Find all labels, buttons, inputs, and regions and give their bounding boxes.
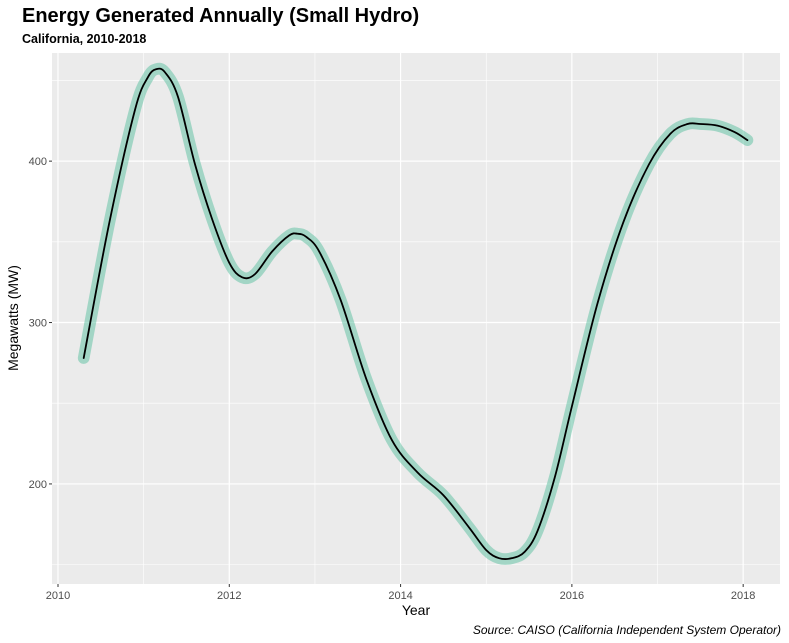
x-tick-label: 2012: [217, 590, 241, 602]
chart-caption: Source: CAISO (California Independent Sy…: [473, 623, 781, 637]
chart-title: Energy Generated Annually (Small Hydro): [22, 5, 419, 27]
x-tick-label: 2010: [46, 590, 70, 602]
x-axis-title: Year: [402, 602, 431, 618]
x-tick-label: 2018: [731, 590, 755, 602]
axis-ticks: 2010 2012 2014 2016 2018 200 300 400: [29, 156, 756, 602]
chart-subtitle: California, 2010-2018: [22, 32, 146, 46]
series-line: [82, 67, 749, 560]
y-tick-label: 200: [29, 479, 47, 491]
y-tick-label: 400: [29, 156, 47, 168]
y-tick-label: 300: [29, 318, 47, 330]
x-tick-label: 2014: [388, 590, 412, 602]
data-layer: [77, 62, 754, 565]
x-tick-label: 2016: [560, 590, 584, 602]
y-axis-title: Megawatts (MW): [5, 265, 21, 371]
